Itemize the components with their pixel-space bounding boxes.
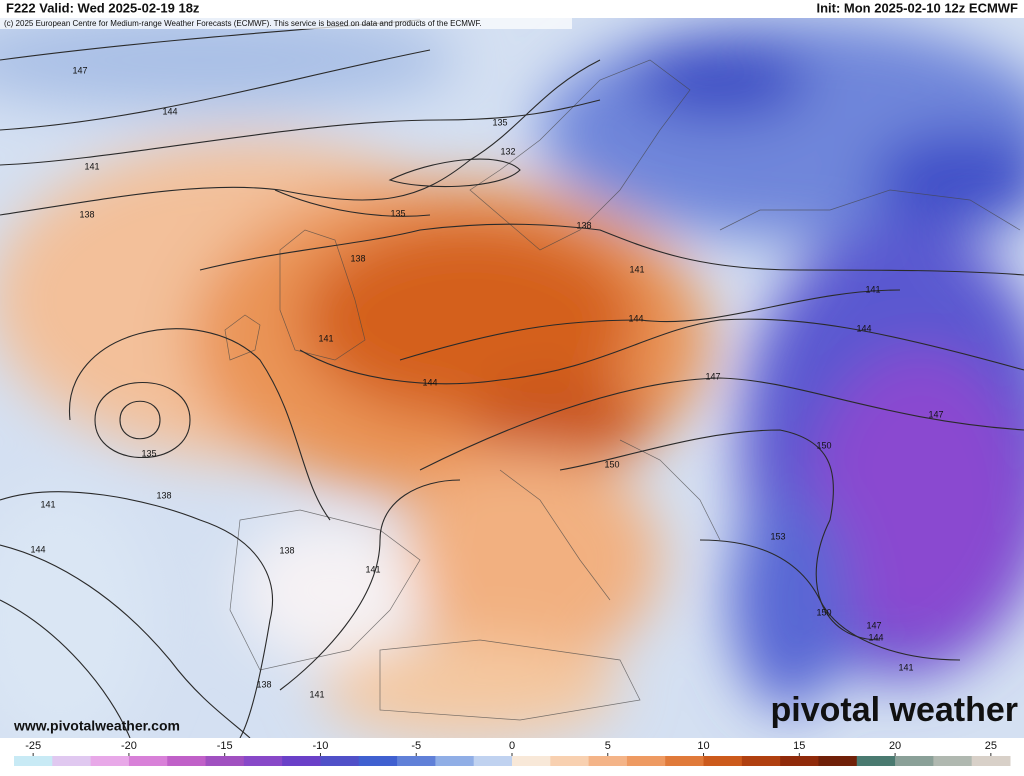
colorbar-tick-label: -10 [313, 740, 329, 752]
colorbar-swatch [588, 756, 628, 766]
colorbar-swatch [282, 756, 321, 766]
contour-label: 144 [422, 377, 437, 387]
contour-label: 153 [770, 531, 785, 541]
colorbar-tick-label: -5 [411, 740, 421, 752]
colorbar-swatch [320, 756, 360, 766]
colorbar-swatch [895, 756, 934, 766]
contour-label: 147 [928, 409, 943, 419]
colorbar-swatch [397, 756, 436, 766]
colorbar-tick-label: 15 [793, 740, 805, 752]
colorbar-swatch [167, 756, 207, 766]
contour-label: 147 [866, 620, 881, 630]
contour-label: 150 [604, 459, 619, 469]
contour-label: 150 [816, 607, 831, 617]
colorbar-swatch [128, 756, 168, 766]
colorbar: -25 -20 -15 -10 -5 0 5 10 15 20 25 [0, 738, 1024, 776]
colorbar-swatch [741, 756, 781, 766]
colorbar-swatch [933, 756, 973, 766]
colorbar-swatch [473, 756, 513, 766]
valid-time: F222 Valid: Wed 2025-02-19 18z [6, 0, 200, 15]
website-url: www.pivotalweather.com [13, 718, 180, 734]
colorbar-swatch [665, 756, 705, 766]
colorbar-swatch [243, 756, 283, 766]
copyright-bg [0, 18, 572, 29]
colorbar-swatch [52, 756, 92, 766]
colorbar-swatch [205, 756, 245, 766]
contour-label: 141 [365, 564, 380, 574]
colorbar-swatch [626, 756, 666, 766]
contour-label: 141 [84, 161, 99, 171]
contour-label: 138 [256, 679, 271, 689]
contour-label: 135 [390, 208, 405, 218]
contour-labels: 147 144 141 138 135 132 135 138 138 141 141 144 144 1… [30, 65, 943, 699]
contour-label: 138 [156, 490, 171, 500]
contour-label: 141 [309, 689, 324, 699]
contour-label: 138 [79, 209, 94, 219]
contour-label: 150 [816, 440, 831, 450]
header-bar [0, 0, 1024, 18]
colorbar-swatch [90, 756, 130, 766]
contour-label: 141 [40, 499, 55, 509]
init-time: Init: Mon 2025-02-10 12z ECMWF [816, 0, 1018, 15]
contour-label: 141 [865, 284, 880, 294]
colorbar-tick-label: 5 [605, 740, 611, 752]
contour-label: 138 [279, 545, 294, 555]
contour-label: 138 [350, 253, 365, 263]
contour-label: 132 [500, 146, 515, 156]
colorbar-tick-label: 0 [509, 740, 515, 752]
colorbar-swatch [780, 756, 819, 766]
contour-label: 147 [72, 65, 87, 75]
contour-label: 144 [628, 313, 643, 323]
colorbar-swatch [971, 756, 1011, 766]
colorbar-tick-label: -25 [25, 740, 41, 752]
contour-label: 144 [162, 106, 177, 116]
contour-label: 141 [629, 264, 644, 274]
contour-label: 135 [492, 117, 507, 127]
contour-label: 138 [576, 220, 591, 230]
colorbar-tick-label: 20 [889, 740, 901, 752]
colorbar-tick-label: -20 [121, 740, 137, 752]
contour-label: 135 [141, 448, 156, 458]
contour-label: 141 [898, 662, 913, 672]
copyright: (c) 2025 European Centre for Medium-rang… [4, 19, 482, 28]
map [0, 18, 1024, 738]
contour-label: 144 [30, 544, 45, 554]
colorbar-swatch [856, 756, 896, 766]
contour-label: 141 [318, 333, 333, 343]
colorbar-tick-label: -15 [217, 740, 233, 752]
colorbar-swatch [703, 756, 743, 766]
colorbar-tick-label: 25 [985, 740, 997, 752]
contour-label: 144 [856, 323, 871, 333]
colorbar-swatch [14, 756, 53, 766]
colorbar-swatch [435, 756, 475, 766]
contour-label: 144 [868, 632, 883, 642]
contour-label: 147 [705, 371, 720, 381]
colorbar-swatch [550, 756, 590, 766]
colorbar-swatch [358, 756, 398, 766]
colorbar-swatch [818, 756, 858, 766]
colorbar-tick-label: 10 [697, 740, 709, 752]
colorbar-swatch [512, 756, 551, 766]
logo: pivotal weather [770, 691, 1018, 729]
